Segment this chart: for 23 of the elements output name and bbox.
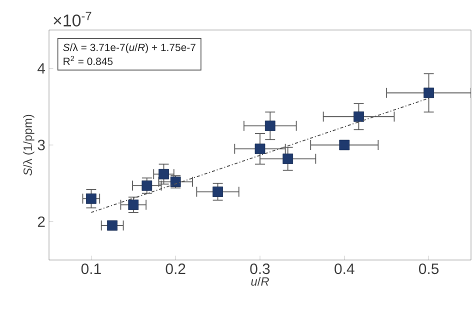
text: ×10$^{-7}$ <box>54 12 92 26</box>
y-axis-title: S/λ (1/ppm) <box>23 114 34 176</box>
point <box>282 154 294 164</box>
x-tick-label: 0.4 <box>334 264 354 274</box>
x-tick-label: 0.2 <box>166 264 186 274</box>
annotation: R$^{2}$ = 0.845 <box>64 56 113 66</box>
annotation: S/λ = 3.71e-7(u/R) + 1.75e-7 <box>63 43 196 54</box>
point <box>158 168 169 180</box>
point <box>128 200 139 210</box>
x-tick-label: 0.3 <box>250 264 270 274</box>
point <box>424 88 434 98</box>
x-tick-label: 0.5 <box>418 264 439 274</box>
point <box>254 144 266 154</box>
x-axis-title: u/R <box>251 276 269 286</box>
point <box>142 180 152 191</box>
point <box>264 120 276 132</box>
point <box>212 186 223 197</box>
point <box>86 193 96 204</box>
point <box>354 111 364 122</box>
y-tick-label: 4 <box>38 63 46 74</box>
x-tick-label: 0.1 <box>81 264 101 274</box>
y-tick-label: 2 <box>38 216 45 227</box>
y-tick-label: 3 <box>38 140 45 150</box>
